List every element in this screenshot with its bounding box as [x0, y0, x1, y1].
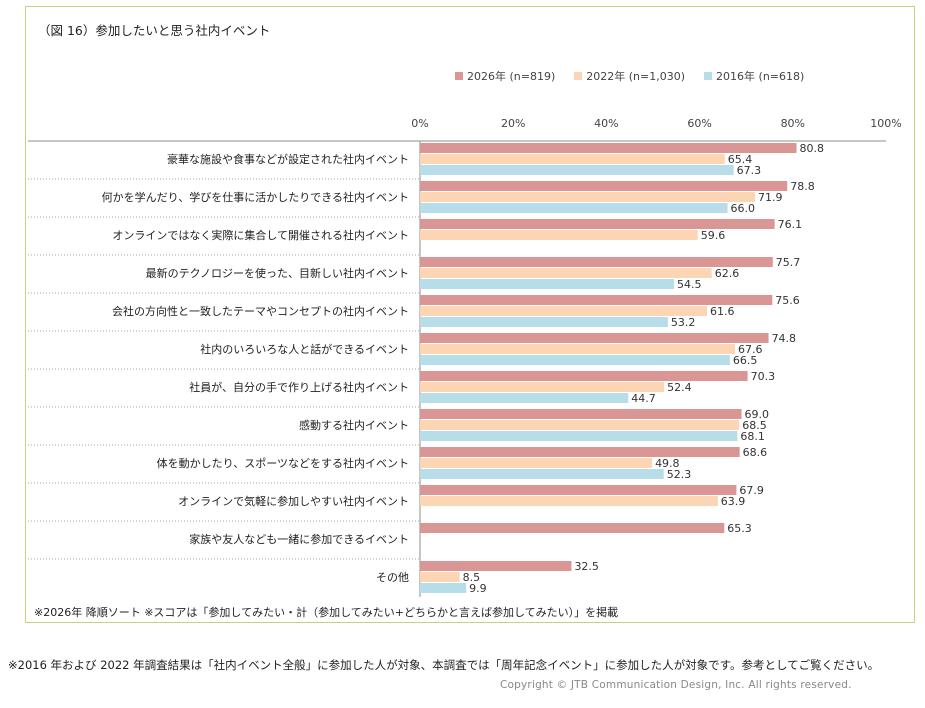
data-label: 80.8: [800, 142, 825, 155]
bar: [420, 420, 740, 430]
data-label: 53.2: [671, 316, 696, 329]
bar: [420, 279, 674, 289]
data-label: 62.6: [715, 267, 740, 280]
bar: [420, 409, 742, 419]
data-label: 68.6: [743, 446, 768, 459]
bar: [420, 317, 668, 327]
data-label: 74.8: [772, 332, 797, 345]
chart-title: （図 16）参加したいと思う社内イベント: [38, 23, 271, 38]
copyright: Copyright © JTB Communication Design, In…: [500, 679, 852, 691]
data-label: 75.6: [775, 294, 800, 307]
legend-item-2016: 2016年 (n=618): [704, 68, 804, 84]
data-label: 65.4: [728, 153, 753, 166]
bar: [420, 230, 698, 240]
legend-item-2026: 2026年 (n=819): [455, 68, 555, 84]
category-label: 体を動かしたり、スポーツなどをする社内イベント: [157, 456, 409, 470]
category-label: オンラインで気軽に参加しやすい社内イベント: [178, 494, 409, 508]
category-label: 社内のいろいろな人と話ができるイベント: [200, 342, 409, 356]
bar: [420, 219, 775, 229]
legend-label-2022: 2022年 (n=1,030): [586, 70, 686, 83]
category-label: 豪華な施設や食事などが設定された社内イベント: [167, 152, 409, 166]
data-label: 49.8: [655, 457, 680, 470]
data-label: 67.3: [737, 164, 762, 177]
bar: [420, 458, 653, 468]
legend-label-2026: 2026年 (n=819): [467, 70, 556, 83]
data-label: 63.9: [721, 495, 746, 508]
bar: [420, 355, 730, 365]
bar: [420, 431, 738, 441]
bar: [420, 523, 725, 533]
data-label: 52.3: [667, 468, 692, 481]
data-label: 52.4: [667, 381, 692, 394]
data-label: 78.8: [790, 180, 815, 193]
bar: [420, 572, 460, 582]
category-label: 何かを学んだり、学びを仕事に活かしたりできる社内イベント: [102, 190, 409, 204]
category-label: 感動する社内イベント: [299, 418, 409, 432]
data-label: 67.9: [739, 484, 764, 497]
x-tick-label: 80%: [781, 117, 805, 130]
legend-item-2022: 2022年 (n=1,030): [574, 68, 685, 84]
data-label: 61.6: [710, 305, 735, 318]
data-label: 59.6: [701, 229, 726, 242]
data-label: 32.5: [574, 560, 599, 573]
bar: [420, 295, 773, 305]
data-label: 65.3: [727, 522, 752, 535]
bar: [420, 583, 467, 593]
legend-swatch-2026: [455, 72, 463, 80]
footnote: ※2026年 降順ソート ※スコアは「参加してみたい・計（参加してみたい+どちら…: [34, 606, 619, 619]
category-label: オンラインではなく実際に集合して開催される社内イベント: [112, 228, 409, 242]
bar: [420, 268, 712, 278]
legend-label-2016: 2016年 (n=618): [716, 70, 805, 83]
x-tick-label: 40%: [594, 117, 618, 130]
bar: [420, 165, 734, 175]
category-label: 最新のテクノロジーを使った、目新しい社内イベント: [146, 266, 409, 280]
legend-swatch-2022: [574, 72, 583, 80]
bar: [420, 181, 788, 191]
bar: [420, 203, 728, 213]
bar: [420, 192, 756, 202]
bar: [420, 154, 725, 164]
bar: [420, 447, 740, 457]
bar: [420, 393, 629, 403]
chart-frame: [25, 6, 915, 623]
data-label: 66.0: [731, 202, 756, 215]
x-tick-label: 60%: [687, 117, 711, 130]
legend-swatch-2016: [704, 72, 713, 80]
bottom-note: ※2016 年および 2022 年調査結果は「社内イベント全般」に参加した人が対…: [8, 658, 880, 672]
data-label: 66.5: [733, 354, 758, 367]
bar: [420, 143, 797, 153]
data-label: 54.5: [677, 278, 702, 291]
data-label: 75.7: [776, 256, 801, 269]
bar: [420, 344, 736, 354]
bar: [420, 561, 572, 571]
category-label: 会社の方向性と一致したテーマやコンセプトの社内イベント: [112, 304, 409, 318]
bar: [420, 333, 769, 343]
x-tick-label: 100%: [870, 117, 901, 130]
data-label: 9.9: [469, 582, 487, 595]
bar: [420, 485, 737, 495]
data-label: 71.9: [758, 191, 783, 204]
data-label: 44.7: [631, 392, 656, 405]
bar: [420, 371, 748, 381]
bar: [420, 257, 773, 267]
data-label: 67.6: [738, 343, 763, 356]
bar: [420, 469, 664, 479]
data-label: 68.5: [742, 419, 767, 432]
data-label: 68.1: [740, 430, 765, 443]
data-label: 69.0: [745, 408, 770, 421]
x-tick-label: 0%: [411, 117, 428, 130]
category-label: その他: [376, 571, 409, 584]
data-label: 70.3: [751, 370, 776, 383]
category-label: 家族や友人なども一緒に参加できるイベント: [189, 532, 409, 546]
x-tick-label: 20%: [501, 117, 525, 130]
category-label: 社員が、自分の手で作り上げる社内イベント: [189, 380, 409, 394]
legend: 2026年 (n=819) 2022年 (n=1,030) 2016年 (n=618…: [455, 68, 823, 84]
bar: [420, 382, 665, 392]
data-label: 8.5: [463, 571, 481, 584]
data-label: 76.1: [778, 218, 803, 231]
bar: [420, 306, 708, 316]
bar: [420, 496, 718, 506]
